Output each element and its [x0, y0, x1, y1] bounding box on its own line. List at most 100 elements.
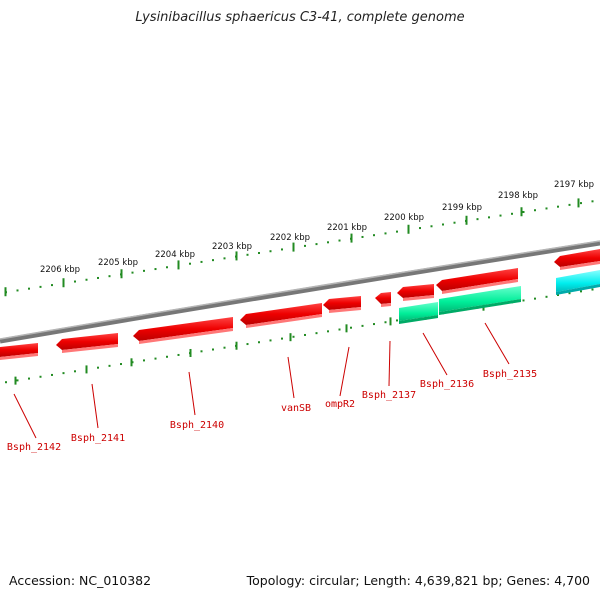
minor-tick	[246, 343, 249, 346]
minor-tick	[5, 381, 7, 384]
topology-text: Topology: circular; Length: 4,639,821 bp…	[246, 573, 590, 588]
minor-tick	[281, 337, 283, 340]
minor-tick	[39, 375, 42, 378]
minor-tick	[258, 252, 260, 255]
minor-tick	[223, 257, 226, 260]
minor-tick	[361, 324, 364, 327]
major-tick	[465, 215, 468, 225]
gene-label[interactable]: Bsph_2140	[170, 420, 224, 431]
kbp-tick-label: 2202 kbp	[270, 233, 310, 243]
gene-label[interactable]: Bsph_2135	[483, 369, 537, 380]
gene-bsph-2137-arrow[interactable]	[375, 292, 391, 307]
kbp-label-group: 2206 kbp 2205 kbp 2204 kbp 2203 kbp 2202 kbp…	[40, 180, 594, 275]
major-tick	[389, 317, 392, 326]
major-tick	[4, 287, 7, 297]
kbp-tick-label: 2204 kbp	[155, 250, 195, 260]
gene-leader-line	[91, 383, 99, 429]
gene-bsph-2142-arrow[interactable]	[0, 343, 38, 360]
minor-tick	[557, 293, 559, 296]
gene-bsph-2141-arrow[interactable]	[56, 333, 118, 353]
minor-tick	[166, 355, 168, 358]
kbp-tick-label: 2203 kbp	[212, 242, 252, 252]
gene-bsph-2135-arrow[interactable]	[436, 268, 518, 294]
gene-label[interactable]: Bsph_2136	[420, 379, 474, 390]
gene-label[interactable]: ompR2	[325, 399, 355, 410]
minor-tick	[350, 326, 352, 329]
minor-tick	[212, 259, 214, 262]
gene-label[interactable]: vanSB	[281, 403, 311, 414]
kbp-tick-track	[4, 198, 594, 297]
minor-tick	[591, 288, 594, 291]
minor-tick	[212, 348, 214, 351]
kbp-tick-label: 2198 kbp	[498, 191, 538, 201]
minor-tick	[591, 200, 594, 203]
minor-tick	[568, 203, 571, 206]
gene-label[interactable]: Bsph_2141	[71, 433, 125, 444]
minor-tick	[154, 268, 157, 271]
major-tick	[14, 376, 17, 385]
forward-genes	[0, 249, 600, 360]
minor-tick	[166, 266, 168, 269]
major-tick	[189, 348, 192, 357]
minor-tick	[62, 372, 65, 375]
minor-tick	[396, 319, 398, 322]
minor-tick	[269, 250, 272, 253]
minor-tick	[534, 297, 536, 300]
minor-tick	[97, 276, 99, 279]
gene-next-arrow[interactable]	[554, 249, 600, 270]
minor-tick	[177, 353, 180, 356]
minor-tick	[143, 269, 145, 272]
major-tick	[345, 324, 348, 333]
minor-tick	[511, 212, 513, 215]
cds-bsph-2135[interactable]	[439, 286, 521, 315]
minor-tick	[16, 379, 19, 382]
gene-bsph-2140-arrow[interactable]	[133, 317, 233, 344]
kbp-tick-label: 2206 kbp	[40, 265, 80, 275]
minor-tick	[120, 363, 122, 366]
feature-cyan[interactable]	[556, 270, 600, 295]
minor-tick	[338, 328, 341, 331]
kbp-tick-label: 2199 kbp	[442, 203, 482, 213]
minor-tick	[315, 243, 318, 246]
minor-tick	[384, 232, 387, 235]
map-title: Lysinibacillus sphaericus C3-41, complet…	[135, 10, 465, 25]
gene-label[interactable]: Bsph_2142	[7, 442, 61, 453]
minor-tick	[108, 364, 111, 367]
minor-tick	[281, 248, 283, 251]
minor-tick	[200, 350, 203, 353]
gene-vansb-arrow[interactable]	[240, 303, 322, 328]
minor-tick	[338, 239, 341, 242]
major-tick	[235, 251, 238, 261]
minor-tick	[143, 359, 145, 362]
minor-tick	[442, 223, 444, 226]
minor-tick	[522, 299, 525, 302]
minor-tick	[453, 221, 456, 224]
minor-tick	[580, 202, 582, 205]
major-tick	[292, 242, 295, 252]
gene-label[interactable]: Bsph_2137	[362, 390, 416, 401]
minor-tick	[580, 290, 582, 293]
gene-bsph-2136-arrow[interactable]	[397, 284, 434, 301]
cds-bsph-2136[interactable]	[399, 302, 438, 324]
kbp-tick-label: 2201 kbp	[327, 223, 367, 233]
minor-tick	[361, 235, 364, 238]
gene-ompr2-arrow[interactable]	[323, 296, 361, 313]
minor-tick	[39, 285, 42, 288]
minor-tick	[28, 377, 30, 380]
minor-tick	[327, 330, 329, 333]
major-tick	[177, 260, 180, 270]
minor-tick	[131, 271, 134, 274]
minor-tick	[419, 227, 421, 230]
minor-tick	[534, 209, 536, 212]
gene-leader-line	[422, 332, 448, 376]
kbp-tick-label: 2205 kbp	[98, 258, 138, 268]
minor-tick	[108, 275, 111, 278]
minor-tick	[258, 341, 260, 344]
minor-tick	[488, 216, 490, 219]
minor-tick	[189, 262, 191, 265]
minor-tick	[384, 321, 387, 324]
minor-tick	[223, 346, 226, 349]
gene-label-group: Bsph_2142 Bsph_2141 Bsph_2140 vanSB ompR2 Bsp…	[7, 322, 537, 453]
